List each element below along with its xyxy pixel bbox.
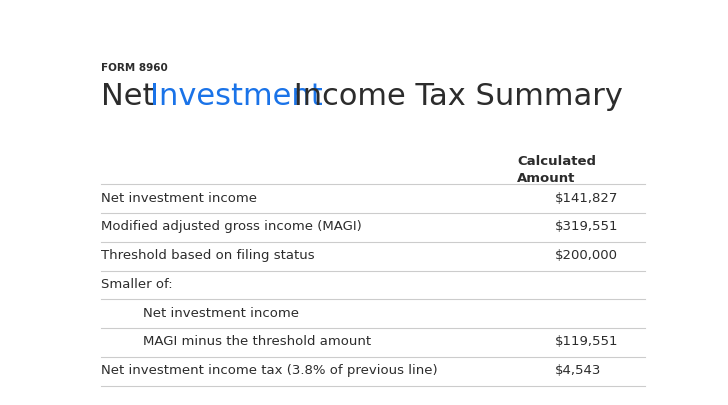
Text: $141,827: $141,827: [555, 191, 618, 204]
Text: FORM 8960: FORM 8960: [101, 63, 168, 72]
Text: Threshold based on filing status: Threshold based on filing status: [101, 249, 314, 262]
Text: Investment: Investment: [150, 81, 323, 110]
Text: Net: Net: [101, 81, 165, 110]
Text: $200,000: $200,000: [555, 249, 618, 262]
Text: Modified adjusted gross income (MAGI): Modified adjusted gross income (MAGI): [101, 220, 362, 233]
Text: Smaller of:: Smaller of:: [101, 277, 173, 290]
Text: Net investment income tax (3.8% of previous line): Net investment income tax (3.8% of previ…: [101, 363, 438, 376]
Text: $119,551: $119,551: [555, 335, 618, 347]
Text: Net investment income: Net investment income: [143, 306, 299, 319]
Text: MAGI minus the threshold amount: MAGI minus the threshold amount: [143, 335, 371, 347]
Text: $4,543: $4,543: [555, 363, 601, 376]
Text: Income Tax Summary: Income Tax Summary: [284, 81, 623, 110]
Text: Net investment income: Net investment income: [101, 191, 257, 204]
Text: Calculated
Amount: Calculated Amount: [517, 155, 596, 185]
Text: $319,551: $319,551: [555, 220, 618, 233]
